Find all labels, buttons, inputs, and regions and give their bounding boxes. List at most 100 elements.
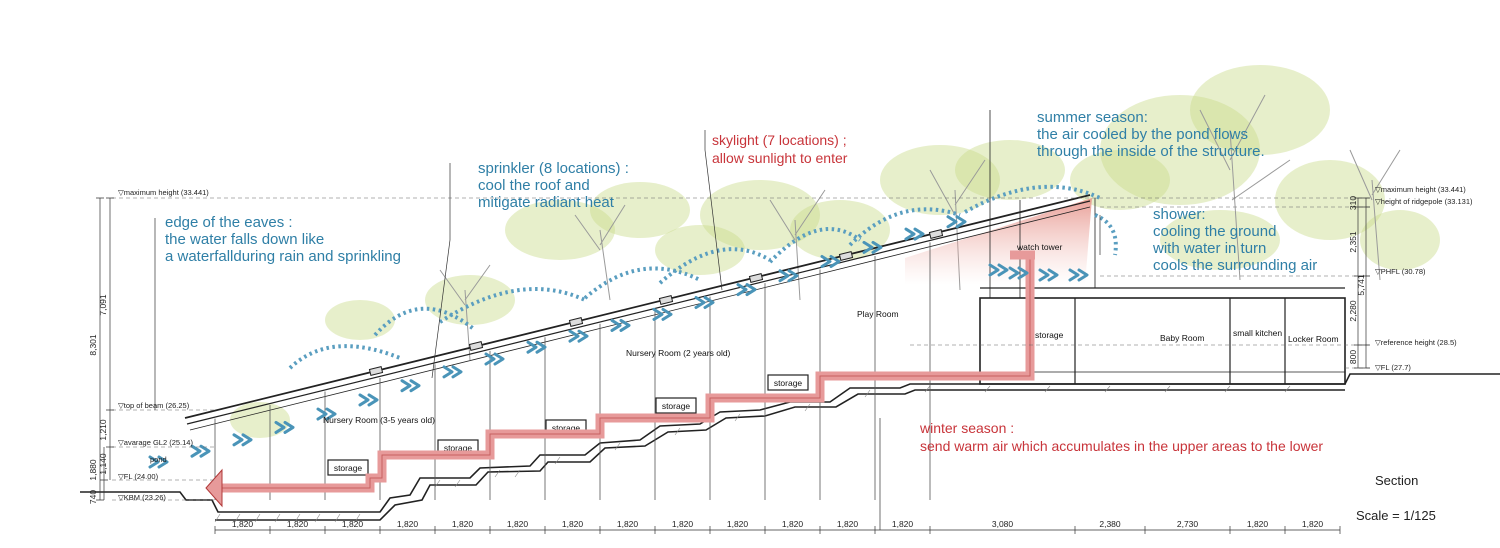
dim-bottom: 1,820	[342, 519, 364, 529]
bottom-dimension-labels: 1,820 1,820 1,820 1,820 1,820 1,820 1,820 1,820…	[232, 519, 1324, 529]
annotation-sprinkler: sprinkler (8 locations) : cool the roof …	[478, 160, 629, 211]
annotation-leaders	[154, 130, 1101, 530]
storage-boxes: storage storage storage storage storage	[327, 374, 809, 476]
dim-right-total: 5,741	[1356, 274, 1366, 296]
dim-bottom: 1,820	[562, 519, 584, 529]
eaves-title: edge of the eaves :	[165, 214, 293, 231]
winter-line-1: send warm air which accumulates in the u…	[920, 438, 1323, 454]
shower-line-3: cools the surrounding air	[1153, 257, 1317, 274]
sprinkler-line-2: mitigate radiant heat	[478, 194, 615, 211]
dim-bottom: 1,820	[507, 519, 529, 529]
level-lines	[112, 197, 1370, 501]
storage-label: storage	[552, 423, 581, 433]
tree-trunks	[439, 94, 1401, 361]
dim-right-mid: 2,280	[1348, 300, 1358, 322]
bottom-dimension-line	[214, 526, 1341, 534]
storage-box	[655, 397, 697, 414]
dim-bottom: 1,820	[397, 519, 419, 529]
dim-left-beam: 1,210	[98, 419, 108, 441]
room-nursery-2: Nursery Room (2 years old)	[626, 348, 731, 358]
shower-title: shower:	[1153, 206, 1206, 223]
level-max-height-right: ▽maximum height (33.441)	[1375, 185, 1466, 194]
dim-bottom: 2,380	[1099, 519, 1121, 529]
dim-bottom: 3,080	[992, 519, 1014, 529]
tower-warm-air-zone	[905, 198, 1092, 285]
dim-bottom: 1,820	[837, 519, 859, 529]
shower-line-1: cooling the ground	[1153, 223, 1276, 240]
annotation-eaves: edge of the eaves : the water falls down…	[165, 214, 401, 265]
left-dimension-lines	[96, 197, 114, 501]
level-phfl: ▽PHFL (30.78)	[1375, 267, 1426, 276]
dim-left-gl: 1,140	[98, 453, 108, 475]
dim-bottom: 1,820	[452, 519, 474, 529]
annotation-shower: shower: cooling the ground with water in…	[1152, 206, 1317, 274]
level-top-of-beam: ▽top of beam (26.25)	[118, 401, 190, 410]
storage-label: storage	[334, 463, 363, 473]
room-storage-tower: storage	[1035, 330, 1064, 340]
dim-left-fl: 1,880	[88, 459, 98, 481]
level-fl-right: ▽FL (27.7)	[1375, 363, 1411, 372]
level-pond: pond	[150, 455, 167, 464]
room-baby-room: Baby Room	[1160, 333, 1204, 343]
left-dimension-labels: 8,301 7,091 1,210 1,140 1,880 740	[88, 294, 108, 504]
dim-right-ridge: 310	[1348, 196, 1358, 210]
sprinkler-title: sprinkler (8 locations) :	[478, 160, 629, 177]
right-building	[979, 110, 1346, 385]
winter-title: winter season :	[919, 420, 1014, 436]
dim-bottom: 1,820	[287, 519, 309, 529]
level-reference: ▽reference height (28.5)	[1375, 338, 1457, 347]
right-dimension-labels: 310 2,351 5,741 2,280 800	[1348, 196, 1366, 364]
room-locker-room: Locker Room	[1288, 334, 1339, 344]
dim-bottom: 1,820	[232, 519, 254, 529]
summer-line-1: the air cooled by the pond flows	[1037, 126, 1248, 143]
dim-bottom: 2,730	[1177, 519, 1199, 529]
eaves-line-1: the water falls down like	[165, 231, 324, 248]
caption-scale: Scale = 1/125	[1356, 508, 1436, 523]
eaves-line-2: a waterfallduring rain and sprinkling	[165, 248, 401, 265]
dim-bottom: 1,820	[1247, 519, 1269, 529]
skylight-title: skylight (7 locations) ;	[712, 132, 847, 148]
room-play-room: Play Room	[857, 309, 899, 319]
skylight-line-1: allow sunlight to enter	[712, 150, 848, 166]
storage-label: storage	[444, 443, 473, 453]
dim-bottom: 1,820	[672, 519, 694, 529]
caption-section: Section	[1375, 473, 1418, 488]
winter-warm-air-duct	[214, 255, 1035, 493]
level-average-gl: ▽avarage GL2 (25.14)	[118, 438, 193, 447]
dim-bottom: 1,820	[892, 519, 914, 529]
room-watch-tower: watch tower	[1016, 242, 1063, 252]
annotation-summer: summer season: the air cooled by the pon…	[1037, 109, 1265, 160]
left-level-labels: ▽maximum height (33.441) ▽top of beam (2…	[118, 188, 209, 502]
level-max-height-left: ▽maximum height (33.441)	[118, 188, 209, 197]
winter-duct-outline	[214, 255, 1031, 489]
ground-hatch	[214, 385, 1291, 523]
dim-bottom: 1,820	[727, 519, 749, 529]
dim-left-total: 8,301	[88, 334, 98, 356]
summer-title: summer season:	[1037, 109, 1148, 126]
shower-line-2: with water in turn	[1152, 240, 1266, 257]
level-fl-left: ▽FL (24.00)	[118, 472, 159, 481]
room-nursery-3-5: Nursery Room (3-5 years old)	[323, 415, 435, 425]
dim-bottom: 1,820	[1302, 519, 1324, 529]
level-kbm: ▽KBM (23.26)	[118, 493, 166, 502]
storage-label: storage	[774, 378, 803, 388]
storage-label: storage	[662, 401, 691, 411]
level-ridgepole: ▽height of ridgepole (33.131)	[1375, 197, 1473, 206]
dim-left-kbm: 740	[88, 490, 98, 504]
skylights	[368, 229, 944, 376]
room-small-kitchen: small kitchen	[1233, 328, 1282, 338]
dim-left-upper: 7,091	[98, 294, 108, 316]
annotation-skylight: skylight (7 locations) ; allow sunlight …	[712, 132, 848, 166]
room-labels: watch tower Play Room Nursery Room (2 ye…	[323, 242, 1339, 425]
dim-right-upper: 2,351	[1348, 231, 1358, 253]
duct-arrow-head	[205, 468, 223, 508]
storage-box	[767, 374, 809, 391]
dim-right-fl: 800	[1348, 350, 1358, 364]
storage-box	[327, 459, 369, 476]
dim-bottom: 1,820	[617, 519, 639, 529]
summer-line-2: through the inside of the structure.	[1037, 143, 1265, 160]
dim-bottom: 1,820	[782, 519, 804, 529]
right-level-labels: ▽maximum height (33.441) ▽height of ridg…	[1375, 185, 1473, 372]
